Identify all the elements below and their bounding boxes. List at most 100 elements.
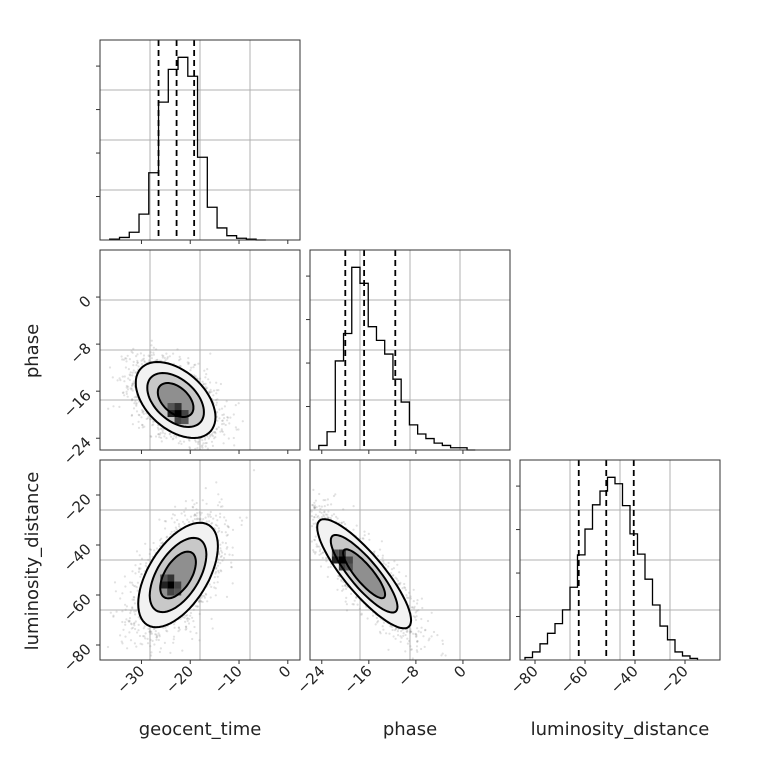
- sample-point: [164, 626, 167, 629]
- sample-point: [222, 556, 226, 560]
- sample-point: [216, 564, 220, 567]
- sample-point: [188, 447, 192, 450]
- sample-point: [189, 515, 193, 518]
- sample-point: [136, 361, 139, 364]
- sample-point: [210, 434, 213, 437]
- sample-point: [390, 568, 394, 571]
- sample-point: [215, 389, 218, 392]
- sample-point: [125, 618, 128, 621]
- sample-point: [120, 355, 123, 358]
- sample-point: [223, 553, 227, 556]
- sample-point: [129, 639, 133, 642]
- sample-point: [131, 607, 134, 610]
- sample-point: [216, 419, 219, 422]
- sample-point: [124, 357, 127, 360]
- sample-point: [131, 423, 134, 426]
- sample-point: [385, 632, 388, 635]
- sample-point: [216, 398, 219, 401]
- sample-point: [116, 379, 119, 382]
- sample-point: [191, 616, 194, 619]
- sample-point: [186, 619, 189, 623]
- sample-point: [220, 429, 223, 432]
- sample-point: [204, 442, 207, 445]
- sample-point: [155, 359, 159, 362]
- sample-point: [217, 389, 220, 392]
- density-cell: [167, 581, 175, 589]
- sample-point: [142, 410, 145, 413]
- sample-point: [404, 588, 407, 592]
- sample-point: [191, 499, 194, 502]
- sample-point: [115, 610, 118, 613]
- sample-point: [219, 543, 222, 546]
- sample-point: [130, 623, 133, 626]
- sample-point: [164, 527, 167, 530]
- sample-point: [185, 625, 188, 629]
- sample-point: [206, 368, 209, 371]
- sample-point: [154, 435, 158, 438]
- sample-point: [121, 375, 124, 378]
- sample-point: [145, 562, 148, 565]
- sample-point: [149, 645, 152, 648]
- sample-point: [133, 396, 136, 399]
- sample-point: [184, 507, 187, 510]
- sample-point: [240, 523, 243, 527]
- sample-point: [187, 361, 190, 364]
- sample-point: [204, 376, 207, 379]
- sample-point: [197, 440, 200, 443]
- sample-point: [160, 436, 163, 439]
- sample-point: [232, 413, 235, 416]
- sample-point: [409, 597, 412, 600]
- sample-point: [132, 407, 136, 410]
- density-cell: [181, 417, 189, 425]
- sample-point: [208, 391, 211, 394]
- sample-point: [207, 378, 210, 381]
- sample-point: [368, 538, 371, 541]
- sample-point: [235, 428, 238, 431]
- sample-point: [225, 534, 228, 537]
- sample-point: [214, 594, 217, 597]
- sample-point: [140, 359, 143, 362]
- sample-point: [152, 627, 155, 631]
- sample-point: [191, 505, 194, 508]
- sample-point: [404, 575, 408, 578]
- sample-point: [123, 375, 126, 378]
- sample-point: [135, 355, 138, 358]
- sample-point: [138, 554, 141, 557]
- sample-point: [130, 399, 133, 402]
- sample-point: [186, 518, 189, 521]
- sample-point: [230, 566, 233, 569]
- sample-point: [190, 366, 193, 369]
- sample-point: [213, 431, 216, 434]
- sample-point: [157, 428, 160, 431]
- sample-point: [213, 576, 216, 579]
- sample-point: [231, 546, 234, 549]
- sample-point: [113, 581, 117, 584]
- sample-point: [206, 513, 209, 516]
- sample-point: [168, 355, 171, 358]
- sample-point: [149, 418, 152, 421]
- sample-point: [147, 415, 150, 418]
- sample-point: [219, 516, 222, 519]
- sample-point: [192, 620, 195, 623]
- sample-point: [212, 394, 215, 397]
- sample-point: [134, 620, 137, 623]
- sample-point: [173, 514, 176, 517]
- sample-point: [382, 560, 385, 563]
- sample-point: [130, 413, 134, 417]
- sample-point: [226, 416, 229, 419]
- sample-point: [147, 354, 150, 357]
- sample-point: [219, 569, 222, 572]
- sample-point: [158, 544, 161, 548]
- sample-point: [231, 554, 234, 557]
- density-cell: [174, 417, 182, 425]
- sample-point: [211, 433, 214, 436]
- sample-point: [109, 611, 112, 614]
- sample-point: [185, 617, 189, 621]
- sample-point: [140, 416, 143, 419]
- sample-point: [212, 431, 215, 434]
- sample-point: [202, 518, 205, 521]
- sample-point: [121, 610, 124, 613]
- sample-point: [205, 441, 208, 445]
- sample-point: [208, 391, 211, 394]
- sample-point: [180, 512, 183, 515]
